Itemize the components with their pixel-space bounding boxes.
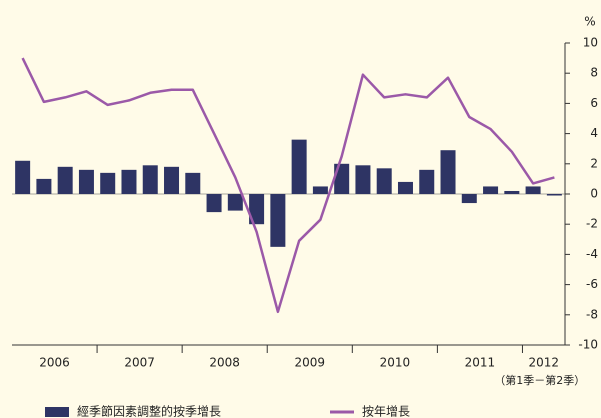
bar bbox=[546, 194, 562, 196]
line bbox=[21, 57, 555, 314]
bar bbox=[185, 172, 201, 194]
x-group-label: 2007 bbox=[124, 356, 155, 370]
y-tick-label: 8 bbox=[590, 66, 598, 80]
x-group-label: 2010 bbox=[380, 356, 411, 370]
bar bbox=[376, 168, 392, 194]
y-tick-label: 10 bbox=[583, 36, 598, 50]
x-group-label: 2011 bbox=[465, 356, 496, 370]
x-group-label: 2009 bbox=[294, 356, 325, 370]
legend-label: 經季節因素調整的按季增長 bbox=[77, 404, 221, 418]
bar bbox=[249, 194, 265, 225]
bar bbox=[483, 186, 499, 194]
bar bbox=[78, 169, 94, 194]
bar bbox=[504, 190, 520, 194]
bar bbox=[142, 165, 158, 194]
y-tick-label: -8 bbox=[586, 307, 598, 321]
bar bbox=[15, 160, 31, 194]
bar bbox=[206, 194, 222, 213]
y-tick-label: 4 bbox=[590, 126, 598, 140]
y-tick-label: -10 bbox=[578, 338, 598, 352]
y-tick-label: 2 bbox=[590, 156, 598, 170]
y-unit: % bbox=[584, 15, 595, 29]
bar bbox=[440, 150, 456, 194]
bar bbox=[461, 194, 477, 204]
bar bbox=[36, 178, 52, 194]
x-group-label: 2006 bbox=[39, 356, 70, 370]
x-group-label: 2012 bbox=[528, 356, 559, 370]
bar bbox=[355, 165, 371, 194]
bar bbox=[291, 139, 307, 194]
bar bbox=[100, 172, 116, 194]
x-group-note: （第1季－第2季） bbox=[494, 373, 585, 387]
bar bbox=[270, 194, 286, 247]
bar bbox=[227, 194, 243, 211]
legend-swatch bbox=[45, 407, 69, 417]
bar bbox=[121, 169, 137, 194]
y-tick-label: -4 bbox=[586, 247, 598, 261]
bar bbox=[525, 186, 541, 194]
y-tick-label: 0 bbox=[590, 187, 598, 201]
x-group-label: 2008 bbox=[209, 356, 240, 370]
legend-label: 按年增長 bbox=[362, 405, 410, 418]
bar bbox=[419, 169, 435, 194]
bar bbox=[312, 186, 328, 194]
bar bbox=[57, 166, 73, 194]
bar bbox=[164, 166, 180, 194]
bar bbox=[397, 181, 413, 194]
y-tick-label: -6 bbox=[586, 277, 598, 291]
y-tick-label: -2 bbox=[586, 217, 598, 231]
y-tick-label: 6 bbox=[590, 96, 598, 110]
